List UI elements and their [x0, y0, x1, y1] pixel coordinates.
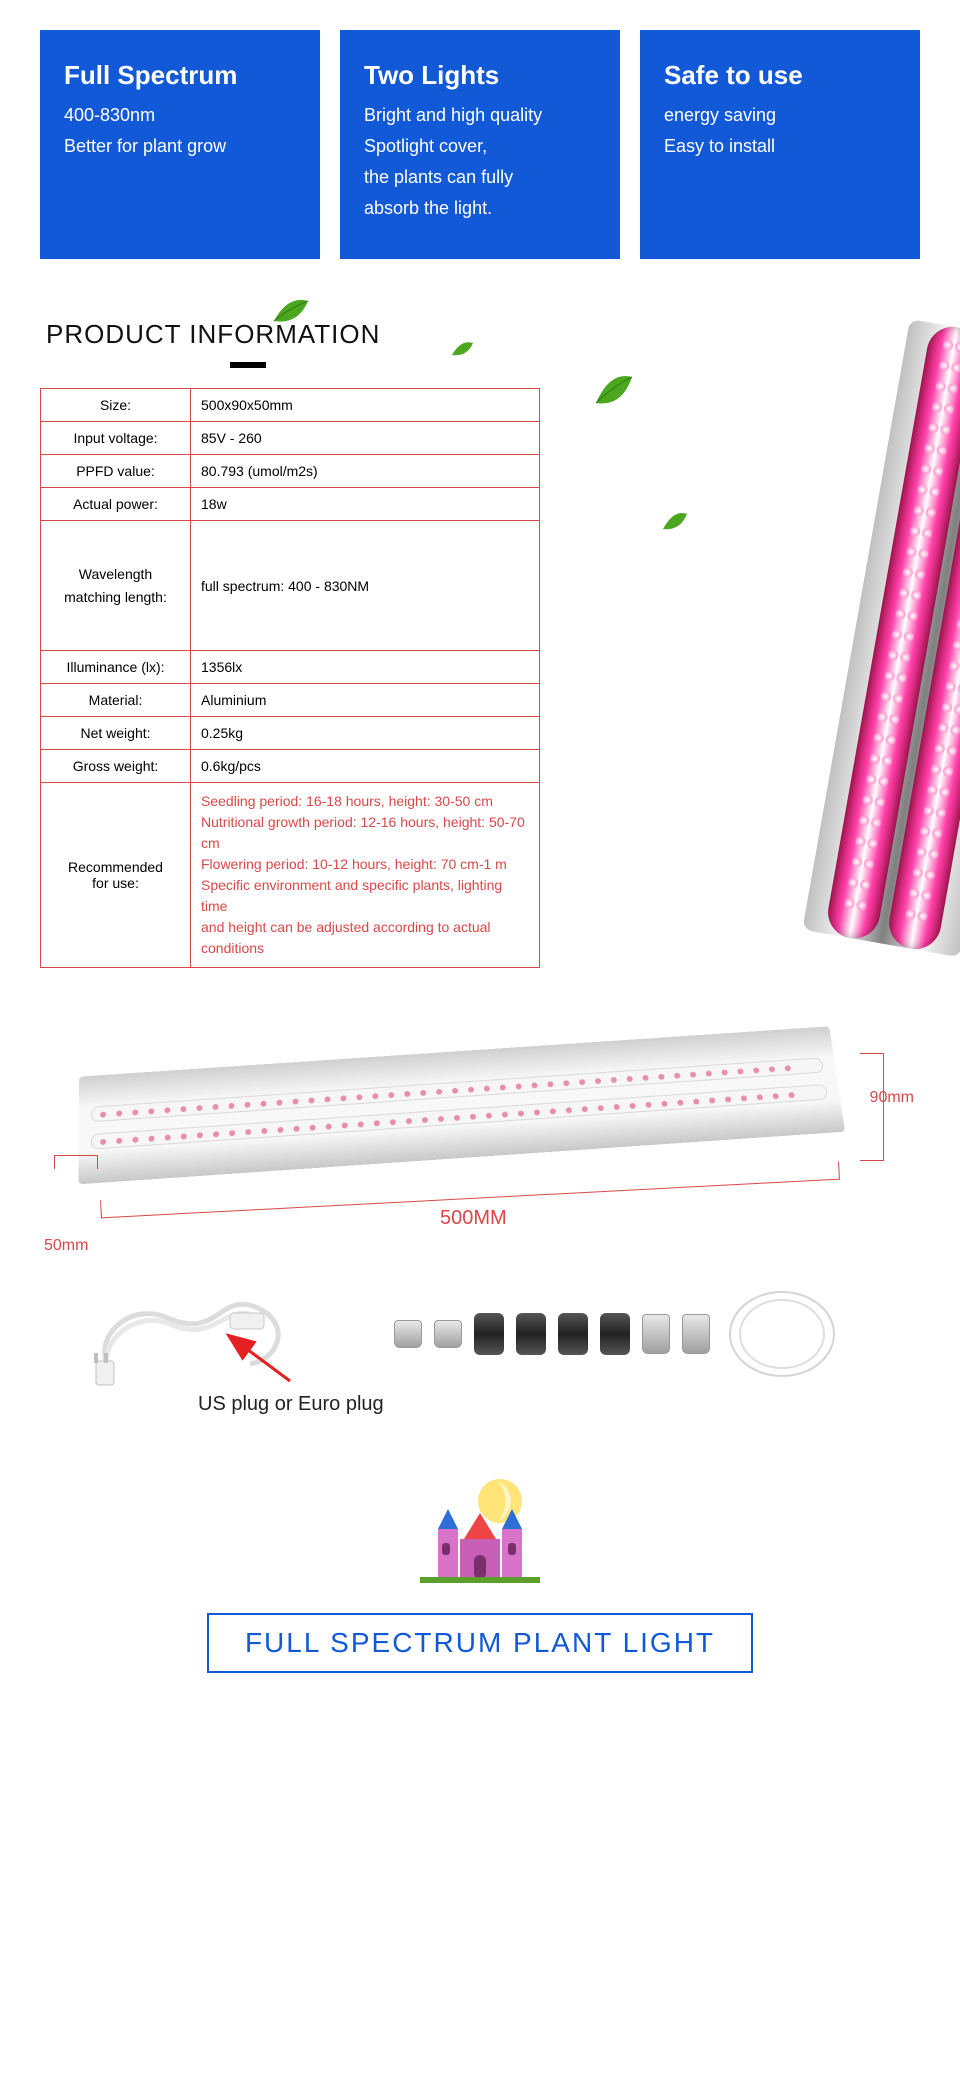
product-info-section: PRODUCT INFORMATION Size:500x90x50mmInpu…: [40, 309, 920, 989]
dimension-length: 500MM: [440, 1207, 507, 1230]
section-heading: PRODUCT INFORMATION: [40, 319, 540, 362]
accessory-bit: [682, 1314, 710, 1354]
feature-title: Two Lights: [364, 60, 600, 91]
table-row: Size:500x90x50mm: [41, 389, 540, 422]
banner-title: FULL SPECTRUM PLANT LIGHT: [207, 1613, 753, 1673]
table-row: Wavelength matching length:full spectrum…: [41, 521, 540, 651]
feature-line: absorb the light.: [364, 198, 600, 219]
accessory-bit: [600, 1313, 630, 1355]
spec-label: PPFD value:: [41, 455, 191, 488]
feature-card: Safe to use energy saving Easy to install: [640, 30, 920, 259]
dimension-bracket: [54, 1155, 98, 1169]
feature-line: the plants can fully: [364, 167, 600, 188]
specifications-table: Size:500x90x50mmInput voltage:85V - 260P…: [40, 388, 540, 968]
hanging-wire-image: [722, 1284, 842, 1384]
table-row: Illuminance (lx):1356lx: [41, 651, 540, 684]
product-angled-image: [570, 309, 920, 989]
spec-label: Illuminance (lx):: [41, 651, 191, 684]
feature-card: Full Spectrum 400-830nm Better for plant g…: [40, 30, 320, 259]
spec-label: Actual power:: [41, 488, 191, 521]
feature-line: Better for plant grow: [64, 136, 300, 157]
plug-note-text: US plug or Euro plug: [198, 1393, 384, 1416]
accessory-bit: [394, 1320, 422, 1348]
spec-value: Aluminium: [191, 684, 540, 717]
table-row: Actual power:18w: [41, 488, 540, 521]
feature-line: energy saving: [664, 105, 900, 126]
spec-value: 0.6kg/pcs: [191, 750, 540, 783]
feature-card: Two Lights Bright and high quality Spotlig…: [340, 30, 620, 259]
spec-label: Material:: [41, 684, 191, 717]
power-cable-image: [80, 1279, 310, 1389]
dimension-width: 90mm: [870, 1089, 914, 1107]
castle-icon: [420, 1469, 540, 1589]
table-row: Input voltage:85V - 260: [41, 422, 540, 455]
spec-label: Recommended for use:: [41, 783, 191, 968]
feature-line: Spotlight cover,: [364, 136, 600, 157]
feature-line: Easy to install: [664, 136, 900, 157]
spec-label: Input voltage:: [41, 422, 191, 455]
dimension-bracket: [860, 1053, 884, 1161]
table-row: PPFD value:80.793 (umol/m2s): [41, 455, 540, 488]
spec-label: Wavelength matching length:: [41, 521, 191, 651]
table-row: Recommended for use:Seedling period: 16-…: [41, 783, 540, 968]
spec-value: full spectrum: 400 - 830NM: [191, 521, 540, 651]
accessory-bit: [474, 1313, 504, 1355]
feature-title: Safe to use: [664, 60, 900, 91]
spec-value: 0.25kg: [191, 717, 540, 750]
feature-line: Bright and high quality: [364, 105, 600, 126]
spec-value: 18w: [191, 488, 540, 521]
spec-value: 85V - 260: [191, 422, 540, 455]
accessory-bit: [642, 1314, 670, 1354]
feature-line: 400-830nm: [64, 105, 300, 126]
feature-cards-row: Full Spectrum 400-830nm Better for plant g…: [40, 30, 920, 259]
spec-value: 500x90x50mm: [191, 389, 540, 422]
table-row: Material:Aluminium: [41, 684, 540, 717]
spec-label: Net weight:: [41, 717, 191, 750]
arrow-icon: [220, 1329, 300, 1389]
table-row: Net weight:0.25kg: [41, 717, 540, 750]
product-horizontal-image: [79, 1026, 846, 1184]
spec-label: Gross weight:: [41, 750, 191, 783]
spec-label: Size:: [41, 389, 191, 422]
heading-underline: [230, 362, 266, 368]
accessories-row: [80, 1279, 880, 1389]
table-row: Gross weight:0.6kg/pcs: [41, 750, 540, 783]
dimension-height: 50mm: [44, 1237, 88, 1255]
feature-title: Full Spectrum: [64, 60, 300, 91]
dimensions-diagram: 90mm 500MM 50mm: [40, 1049, 920, 1429]
spec-value: Seedling period: 16-18 hours, height: 30…: [191, 783, 540, 968]
accessory-bit: [516, 1313, 546, 1355]
accessory-bit: [434, 1320, 462, 1348]
accessory-bit: [558, 1313, 588, 1355]
spec-value: 80.793 (umol/m2s): [191, 455, 540, 488]
leaf-icon: [590, 369, 634, 414]
leaf-icon: [660, 509, 688, 538]
spec-value: 1356lx: [191, 651, 540, 684]
